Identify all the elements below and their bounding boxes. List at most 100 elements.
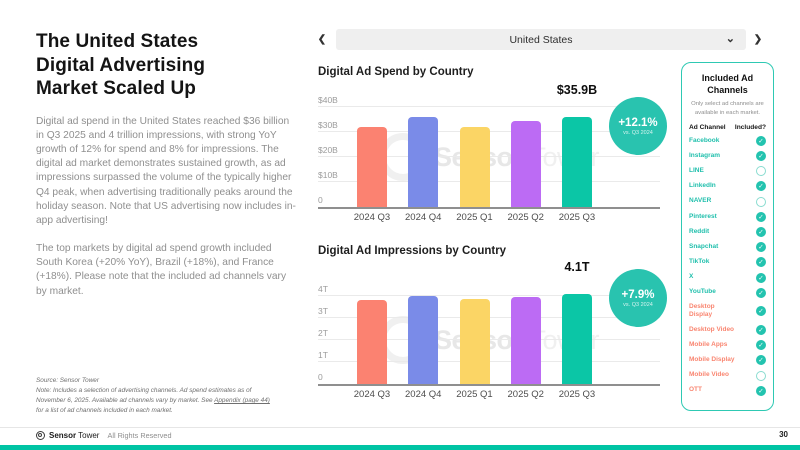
market-next-button[interactable]: ❯	[750, 29, 766, 50]
chevron-right-icon: ❯	[753, 34, 763, 45]
sensor-tower-logo-core	[38, 433, 43, 438]
channel-label: Mobile Video	[689, 371, 729, 379]
channel-row: TikTok ✓	[689, 257, 766, 268]
channel-label: X	[689, 273, 694, 281]
check-circle-icon: ✓	[756, 355, 766, 366]
chevron-down-icon: ⌄	[725, 33, 735, 45]
y-tick-label: 1T	[318, 350, 328, 360]
y-tick-label: 3T	[318, 306, 328, 316]
impressions-chart-title: Digital Ad Impressions by Country	[318, 245, 507, 257]
channel-row: LINE	[689, 166, 766, 177]
y-tick-label: 0	[318, 195, 323, 205]
y-tick-label: $10B	[318, 170, 338, 180]
channel-label: Facebook	[689, 136, 720, 144]
check-circle-icon: ✓	[756, 211, 766, 222]
bar-2025-q1	[459, 126, 490, 207]
channel-row: YouTube ✓	[689, 287, 766, 298]
check-circle-icon: ✓	[756, 272, 766, 283]
gridline	[318, 106, 660, 107]
growth-paragraph: The top markets by digital ad spend grow…	[36, 243, 287, 297]
channel-label: Mobile Display	[689, 356, 735, 364]
spend-growth-value: +12.1%	[618, 116, 658, 129]
y-tick-label: 0	[318, 372, 323, 382]
x-tick-label: 2025 Q3	[558, 212, 596, 223]
check-circle-icon: ✓	[756, 181, 766, 192]
y-tick-label: $20B	[318, 145, 338, 155]
y-tick-label: 2T	[318, 328, 328, 338]
channel-label: LinkedIn	[689, 182, 716, 190]
channel-row: Desktop Display ✓	[689, 303, 766, 320]
spend-growth-badge: +12.1% vs. Q3 2024	[609, 97, 667, 155]
x-tick-label: 2025 Q2	[507, 389, 544, 400]
empty-circle-icon	[756, 196, 766, 207]
channel-label: Mobile Apps	[689, 340, 728, 348]
check-circle-icon: ✓	[756, 226, 766, 237]
bar-2024-q3	[357, 300, 387, 384]
market-prev-button[interactable]: ❮	[314, 29, 330, 50]
market-selector-dropdown[interactable]: United States ⌄	[336, 29, 746, 50]
gridline	[318, 295, 660, 296]
channel-label: Desktop Video	[689, 325, 735, 333]
check-circle-icon: ✓	[756, 287, 766, 298]
page-title-line-3: Market Scaled Up	[36, 78, 196, 100]
check-circle-icon: ✓	[756, 151, 766, 161]
page-title-line-2: Digital Advertising	[36, 54, 206, 76]
bar-2024-q3	[357, 127, 387, 207]
channel-row: Snapchat ✓	[689, 242, 766, 253]
left-panel: The United States Digital Advertising Ma…	[36, 30, 298, 299]
brand-name-bold: Sensor	[49, 431, 77, 440]
page-number: 30	[779, 430, 788, 439]
footer-divider	[0, 427, 800, 428]
note-line: Note: Includes a selection of advertisin…	[36, 386, 274, 416]
channel-row: Mobile Video	[689, 370, 766, 381]
note-text-post: for a list of ad channels included in ea…	[36, 406, 173, 414]
empty-circle-icon	[756, 166, 766, 177]
x-tick-label: 2025 Q2	[507, 212, 544, 223]
check-circle-icon: ✓	[756, 340, 766, 351]
bar-2025-q2	[510, 121, 541, 207]
bar-2024-q4	[408, 296, 439, 384]
bar-2025-q1	[459, 299, 490, 384]
channel-label: Snapchat	[689, 242, 719, 250]
appendix-link[interactable]: Appendix (page 44)	[214, 396, 270, 404]
column-header-included: Included?	[734, 123, 766, 131]
channel-label: YouTube	[689, 288, 716, 296]
channel-row: Instagram ✓	[689, 151, 766, 161]
check-circle-icon: ✓	[756, 242, 766, 253]
channel-row: Desktop Video ✓	[689, 324, 766, 335]
y-tick-label: $40B	[318, 95, 338, 105]
channels-panel-subtitle: Only select ad channels are available in…	[691, 101, 764, 116]
check-circle-icon: ✓	[756, 385, 766, 396]
channel-row: Facebook ✓	[689, 135, 766, 146]
channels-panel: Included Ad Channels Only select ad chan…	[681, 62, 774, 411]
chevron-left-icon: ❮	[317, 34, 327, 45]
impressions-growth-badge: +7.9% vs. Q3 2024	[609, 269, 667, 327]
x-tick-label: 2025 Q1	[456, 389, 493, 400]
source-note: Source: Sensor Tower Note: Includes a se…	[36, 376, 274, 416]
channel-row: Pinterest ✓	[689, 211, 766, 222]
spend-x-axis-labels: 2024 Q3 2024 Q4 2025 Q1 2025 Q2 2025 Q3	[318, 212, 660, 225]
x-tick-label: 2025 Q1	[456, 212, 493, 223]
x-tick-label: 2024 Q4	[405, 389, 442, 400]
channel-row: NAVER	[689, 196, 766, 207]
channel-label: OTT	[689, 386, 702, 394]
y-tick-label: $30B	[318, 120, 338, 130]
channels-panel-title: Included Ad Channels	[701, 73, 754, 96]
channel-label: LINE	[689, 166, 704, 174]
check-circle-icon: ✓	[756, 257, 766, 268]
channel-row: Mobile Apps ✓	[689, 340, 766, 351]
brand-name-regular: Tower	[78, 431, 100, 440]
bar-2025-q2	[510, 297, 541, 384]
channel-row: LinkedIn ✓	[689, 181, 766, 192]
impressions-latest-value-label: 4.1T	[564, 260, 590, 274]
selected-market-label: United States	[509, 33, 573, 46]
channel-row: X ✓	[689, 272, 766, 283]
x-tick-label: 2024 Q3	[353, 389, 391, 400]
impressions-growth-value: +7.9%	[621, 288, 655, 301]
channel-label: TikTok	[689, 258, 710, 266]
note-text-pre: Note: Includes a selection of advertisin…	[36, 386, 252, 404]
channel-label: Instagram	[689, 151, 721, 159]
channel-row: OTT ✓	[689, 385, 766, 396]
